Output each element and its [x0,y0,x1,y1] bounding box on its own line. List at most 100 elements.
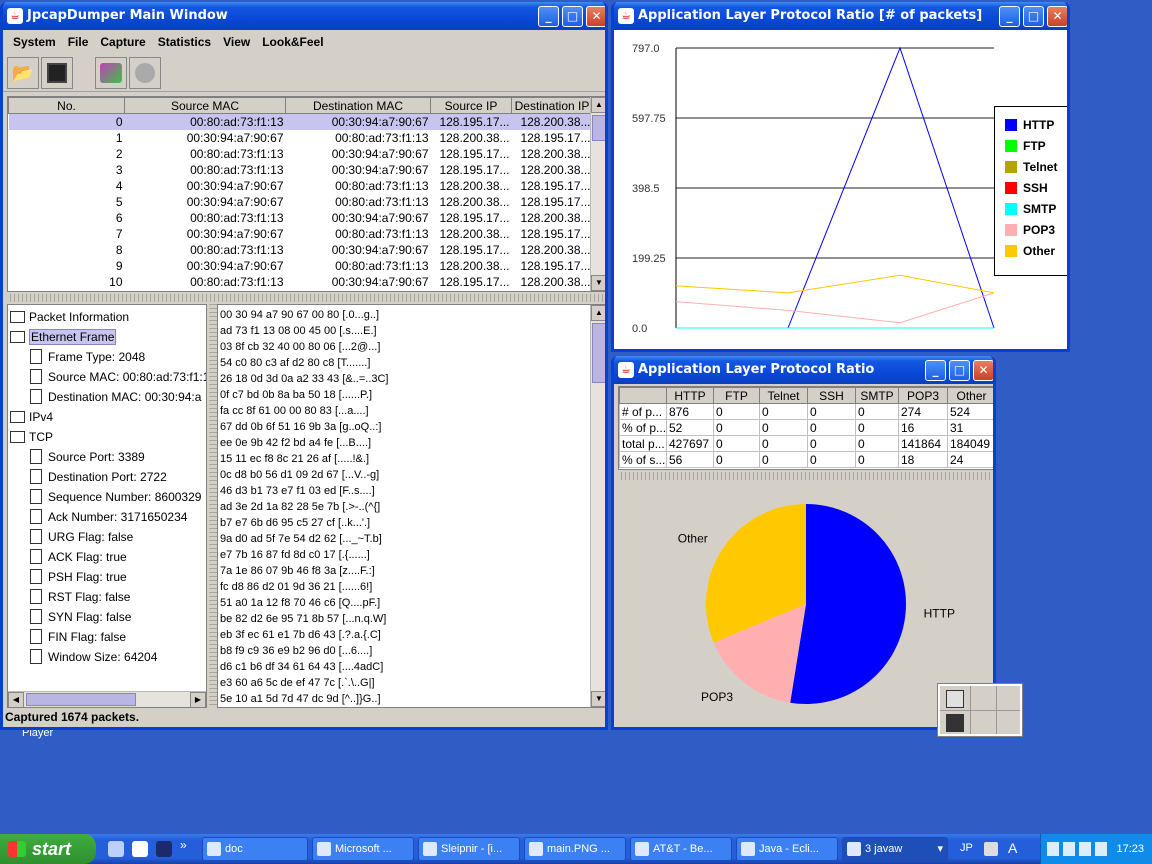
protocol-column-header[interactable]: SSH [807,387,856,404]
clock[interactable]: 17:23 [1116,843,1144,855]
tree-hscroll-thumb[interactable] [26,693,136,706]
column-header-no[interactable]: No. [8,97,125,114]
taskbar-item-microsoft[interactable]: Microsoft ... [312,837,414,861]
tree-leaf[interactable]: RST Flag: false [10,587,206,607]
tree-leaf[interactable]: ACK Flag: true [10,547,206,567]
menu-system[interactable]: System [13,35,56,49]
packet-row[interactable]: 10 00:80:ad:73:f1:13 00:30:94:a7:90:67 128.… [8,273,593,290]
tree-hscrollbar[interactable]: ◀ ▶ [8,691,206,707]
packet-row[interactable]: 4 00:30:94:a7:90:67 00:80:ad:73:f1:13 128.2… [8,177,593,194]
panel-cell-icon[interactable] [946,714,964,732]
save-button[interactable] [41,57,73,89]
maximize-button[interactable]: □ [1023,6,1044,27]
scroll-left-arrow-icon[interactable]: ◀ [8,692,24,707]
packet-row[interactable]: 7 00:30:94:a7:90:67 00:80:ad:73:f1:13 128.2… [8,225,593,242]
packet-row[interactable]: 8 00:80:ad:73:f1:13 00:30:94:a7:90:67 128.1… [8,241,593,258]
tree-tcp[interactable]: TCP [10,427,206,447]
tree-leaf[interactable]: Destination MAC: 00:30:94:a [10,387,206,407]
stop-capture-button[interactable] [129,57,161,89]
tree-ethernet-frame[interactable]: Ethernet Frame [10,327,206,347]
protocol-column-header[interactable] [619,387,667,404]
column-header-source-ip[interactable]: Source IP [430,97,512,114]
taskbar-item-sleipnir[interactable]: Sleipnir - [i... [418,837,520,861]
menu-look-and-feel[interactable]: Look&Feel [262,35,324,49]
tree-ipv4[interactable]: IPv4 [10,407,206,427]
close-button[interactable]: ✕ [973,360,993,381]
tree-leaf[interactable]: Sequence Number: 8600329 [10,487,206,507]
split-divider[interactable] [7,294,605,302]
tree-leaf[interactable]: Window Size: 64204 [10,647,206,667]
column-header-destination-mac[interactable]: Destination MAC [285,97,431,114]
scroll-thumb[interactable] [592,115,605,141]
protocol-column-header[interactable]: FTP [713,387,760,404]
protocol-column-header[interactable]: HTTP [666,387,714,404]
menu-file[interactable]: File [67,35,89,49]
quick-launch-icon[interactable] [156,841,172,857]
quick-launch-icon[interactable] [108,841,124,857]
scroll-right-arrow-icon[interactable]: ▶ [190,692,206,707]
language-indicator[interactable]: JP [960,842,973,854]
ime-icon[interactable] [984,842,998,856]
close-button[interactable]: ✕ [1047,6,1067,27]
packet-row[interactable]: 9 00:30:94:a7:90:67 00:80:ad:73:f1:13 128.2… [8,257,593,274]
tree-root[interactable]: Packet Information [10,307,206,327]
packet-row[interactable]: 2 00:80:ad:73:f1:13 00:30:94:a7:90:67 128.1… [8,145,593,162]
main-window-titlebar[interactable]: ☕ JpcapDumper Main Window _ □ ✕ [3,2,605,30]
taskbar-item-doc[interactable]: doc [202,837,308,861]
scroll-up-arrow-icon[interactable]: ▲ [591,97,605,113]
tree-leaf[interactable]: Frame Type: 2048 [10,347,206,367]
start-capture-button[interactable] [95,57,127,89]
scroll-up-arrow-icon[interactable]: ▲ [591,305,605,321]
column-header-destination-ip[interactable]: Destination IP [511,97,593,114]
pie-split-divider[interactable] [618,472,993,480]
quick-launch-more-icon[interactable]: » [180,838,187,852]
taskbar-item-eclipse[interactable]: Java - Ecli... [736,837,838,861]
scroll-down-arrow-icon[interactable]: ▼ [591,691,605,707]
minimize-button[interactable]: _ [538,6,559,27]
packet-row[interactable]: 0 00:80:ad:73:f1:13 00:30:94:a7:90:67 128.1… [8,113,593,130]
protocol-row[interactable]: % of s... 56 0 0 0 0 18 24 [619,451,993,468]
start-button[interactable]: start [0,834,96,864]
tree-leaf[interactable]: URG Flag: false [10,527,206,547]
protocol-column-header[interactable]: Other [947,387,993,404]
column-header-source-mac[interactable]: Source MAC [124,97,286,114]
panel-cell-icon[interactable] [946,690,964,708]
taskbar-item-att[interactable]: AT&T - Be... [630,837,732,861]
tree-leaf[interactable]: Source Port: 3389 [10,447,206,467]
line-chart-titlebar[interactable]: ☕ Application Layer Protocol Ratio [# of… [614,2,1067,30]
tree-leaf[interactable]: SYN Flag: false [10,607,206,627]
protocol-row[interactable]: % of p... 52 0 0 0 0 16 31 [619,419,993,436]
packet-row[interactable]: 5 00:30:94:a7:90:67 00:80:ad:73:f1:13 128.2… [8,193,593,210]
scroll-down-arrow-icon[interactable]: ▼ [591,275,605,291]
tree-leaf[interactable]: Source MAC: 00:80:ad:73:f1:1 [10,367,206,387]
protocol-column-header[interactable]: SMTP [855,387,899,404]
menu-statistics[interactable]: Statistics [157,35,212,49]
taskbar-item-javaw[interactable]: 3 javaw ▾ [842,837,948,861]
protocol-row[interactable]: # of p... 876 0 0 0 0 274 524 [619,403,993,420]
close-button[interactable]: ✕ [586,6,605,27]
minimize-button[interactable]: _ [925,360,946,381]
tree-leaf[interactable]: Ack Number: 3171650234 [10,507,206,527]
packet-row[interactable]: 3 00:80:ad:73:f1:13 00:30:94:a7:90:67 128.1… [8,161,593,178]
protocol-column-header[interactable]: Telnet [759,387,808,404]
ime-mode-icon[interactable]: A [1008,840,1018,856]
tree-leaf[interactable]: Destination Port: 2722 [10,467,206,487]
packet-row[interactable]: 1 00:30:94:a7:90:67 00:80:ad:73:f1:13 128.2… [8,129,593,146]
vertical-split-divider[interactable] [209,304,217,708]
menu-capture[interactable]: Capture [100,35,146,49]
hex-scrollbar[interactable]: ▲ ▼ [590,305,605,707]
quick-launch-icon[interactable] [132,841,148,857]
maximize-button[interactable]: □ [949,360,970,381]
protocol-column-header[interactable]: POP3 [898,387,948,404]
open-folder-button[interactable]: 📂 [7,57,39,89]
packet-table-scrollbar[interactable]: ▲ ▼ [590,97,605,291]
menu-view[interactable]: View [223,35,251,49]
floating-grid-panel[interactable] [937,683,1023,737]
protocol-row[interactable]: total p... 427697 0 0 0 0 141864 184049 [619,435,993,452]
tree-leaf[interactable]: PSH Flag: true [10,567,206,587]
packet-row[interactable]: 6 00:80:ad:73:f1:13 00:30:94:a7:90:67 128.1… [8,209,593,226]
hex-scroll-thumb[interactable] [592,323,605,383]
tree-leaf[interactable]: FIN Flag: false [10,627,206,647]
minimize-button[interactable]: _ [999,6,1020,27]
maximize-button[interactable]: □ [562,6,583,27]
